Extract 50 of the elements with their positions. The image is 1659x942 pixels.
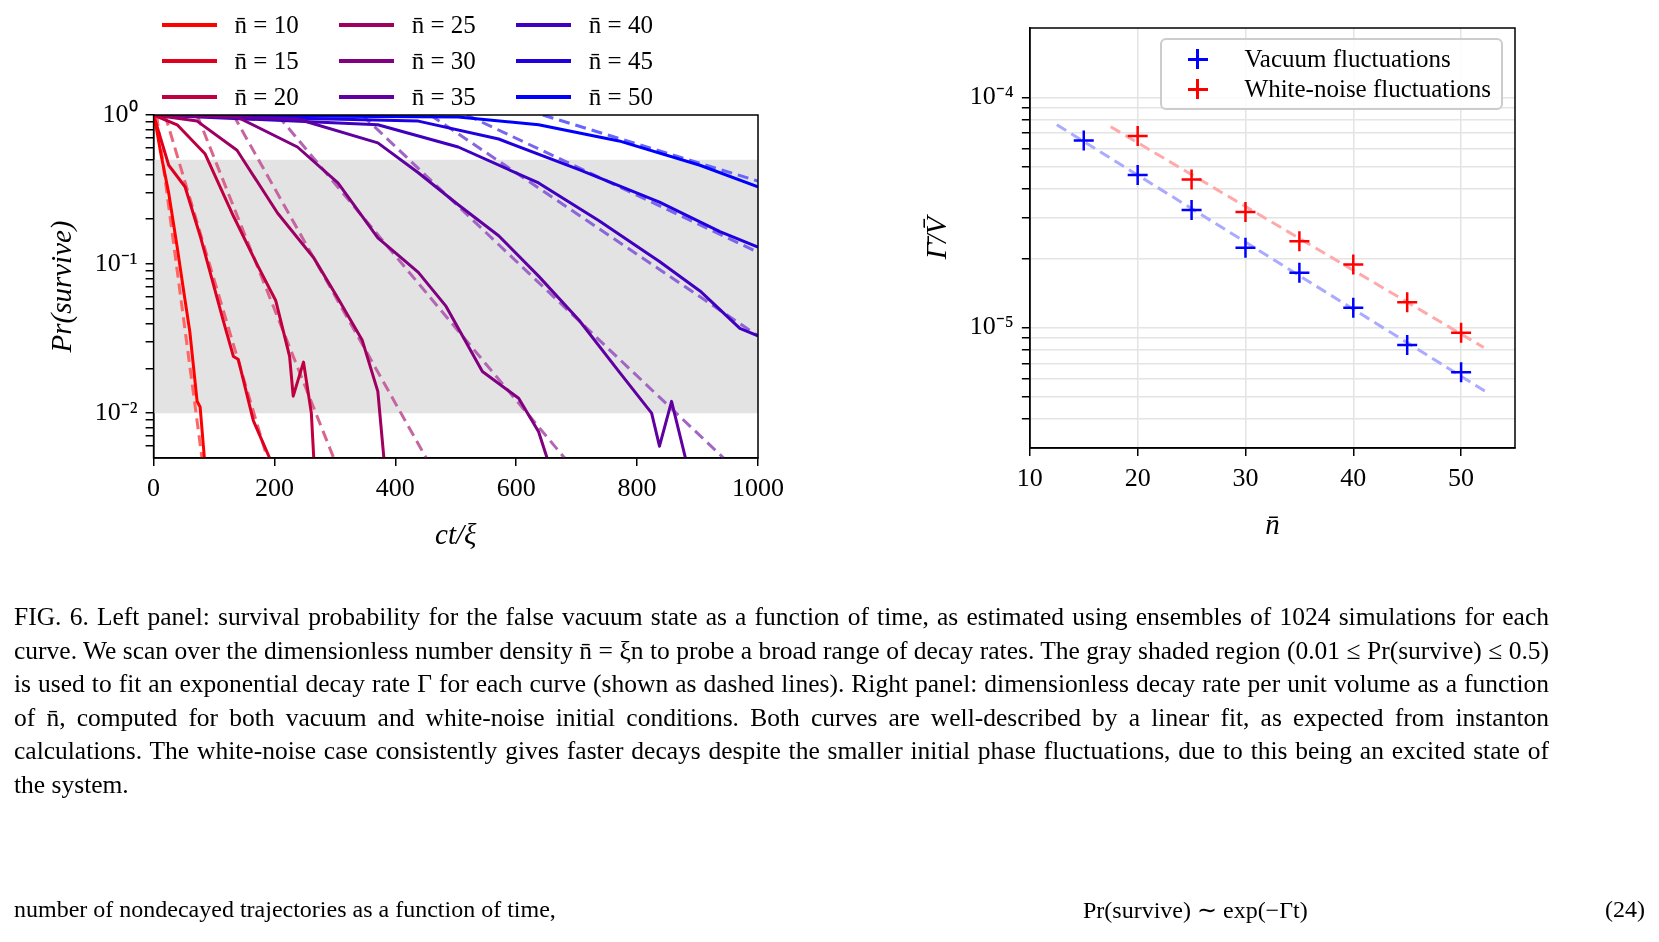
point (1234, 200, 1257, 224)
x-tick-label: 400 (375, 473, 415, 503)
y-tick-label: 10⁻² (94, 396, 138, 426)
x-tick-label: 20 (1124, 463, 1151, 493)
legend-label: n̄ = 15 (234, 47, 299, 75)
legend-label: n̄ = 50 (588, 83, 653, 111)
x-tick-label: 0 (147, 473, 161, 503)
x-axis-title: ct/ξ (435, 518, 478, 551)
point (1126, 124, 1149, 148)
legend-label: n̄ = 20 (234, 83, 299, 111)
y-axis-title: Γ̄/V̄ (920, 213, 953, 261)
legend-label: White-noise fluctuations (1244, 75, 1491, 103)
point (1395, 290, 1419, 314)
point (1449, 360, 1473, 384)
text: Pr(survive) ∼ exp(−Γt) (1083, 896, 1308, 924)
x-tick-label: 200 (254, 473, 294, 503)
point (1126, 163, 1149, 187)
point (1342, 253, 1365, 276)
y-tick-label: 10⁰ (102, 98, 138, 128)
legend-label: n̄ = 35 (411, 83, 476, 111)
point (1342, 296, 1365, 319)
point (1288, 230, 1311, 253)
x-tick-label: 800 (617, 473, 657, 503)
x-tick-label: 1000 (732, 473, 784, 503)
x-tick-label: 600 (496, 473, 536, 503)
legend-label: n̄ = 25 (411, 11, 476, 39)
y-axis-title: Pr(survive) (45, 220, 79, 354)
point (1180, 198, 1203, 222)
x-tick-label: 50 (1448, 463, 1475, 493)
legend-label: n̄ = 10 (234, 11, 299, 39)
y-tick-label: 10⁻⁵ (969, 311, 1014, 341)
legend-label: n̄ = 40 (588, 11, 653, 39)
legend-label: n̄ = 30 (411, 47, 476, 75)
legend-label: Vacuum fluctuations (1244, 45, 1451, 73)
point (1234, 236, 1257, 260)
x-axis-title: n̄ (1265, 508, 1280, 541)
point (1072, 129, 1096, 152)
caption: FIG. 6. Left panel: survival probability for the false vacuum state as a function of time, as estimated using ensembles of 1024 simulations for each curve. We scan over the dimensionless number density n̄ = ξn to probe a broad range of decay rates. The gray shaded region (0.01 ≤ Pr(survive) ≤ 0.5) is used to fit an exponential decay rate Γ for each curve (shown as dashed lines). Right panel: dimensionless decay rate per unit volume as a function of n̄, computed for both vacuum and white-noise initial conditions. Both curves are well-described by a linear fit, as expected from instanton calculations. The white-noise case consistently gives faster decays despite the smaller initial phase fluctuations, due to this being an excited state of the system. (14, 601, 1549, 801)
legend-label: n̄ = 45 (588, 47, 653, 75)
x-tick-label: 10 (1016, 463, 1043, 493)
y-tick-label: 10⁻¹ (94, 247, 138, 277)
text: (24) (1605, 896, 1645, 923)
point (1180, 168, 1203, 191)
point (1288, 261, 1311, 285)
text: number of nondecayed trajectories as a function of time, (14, 896, 556, 923)
point (1395, 333, 1419, 357)
point (1449, 321, 1473, 344)
x-tick-label: 40 (1340, 463, 1367, 493)
y-tick-label: 10⁻⁴ (969, 81, 1014, 111)
x-tick-label: 30 (1232, 463, 1259, 493)
